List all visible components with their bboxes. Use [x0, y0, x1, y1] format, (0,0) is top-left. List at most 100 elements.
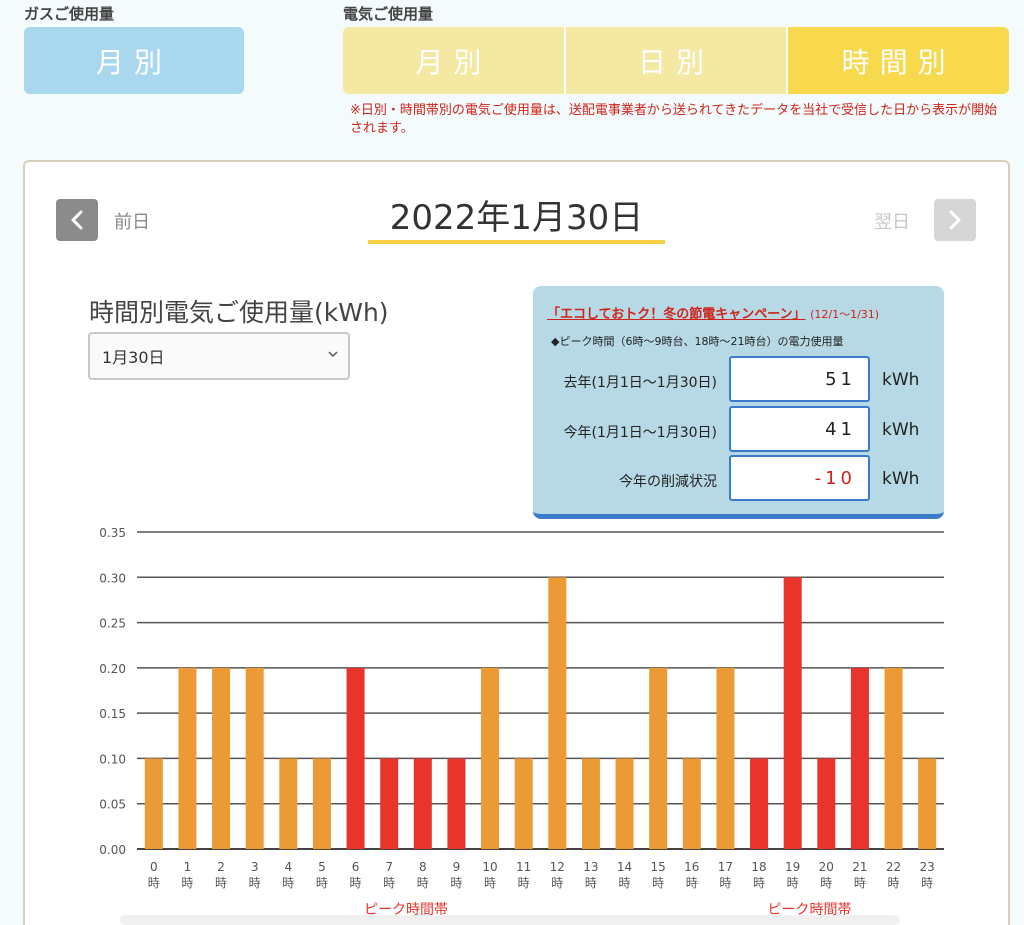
- prev-day-link[interactable]: 前日: [114, 212, 150, 233]
- x-tick-unit: 時: [551, 876, 563, 890]
- x-tick-unit: 時: [753, 876, 765, 890]
- tab-hourly[interactable]: 時間別: [786, 27, 1009, 94]
- bar: [514, 758, 533, 849]
- x-tick-label: 3: [251, 860, 259, 874]
- peak-period-label: ピーク時間帯: [364, 902, 448, 918]
- bar: [716, 667, 735, 849]
- x-tick-label: 20: [819, 860, 834, 874]
- bar: [380, 758, 399, 849]
- x-tick-unit: 時: [215, 876, 227, 890]
- x-tick-label: 17: [718, 860, 733, 874]
- x-tick-label: 11: [516, 860, 531, 874]
- x-tick-unit: 時: [484, 876, 496, 890]
- bar: [447, 758, 466, 849]
- x-tick-unit: 時: [585, 876, 597, 890]
- x-tick-unit: 時: [619, 876, 631, 890]
- this-year-unit: kWh: [882, 420, 920, 440]
- y-tick-label: 0.00: [99, 843, 126, 857]
- x-tick-unit: 時: [181, 876, 193, 890]
- campaign-panel: 「エコしておトク！冬の節電キャンペーン」 (12/1～1/31) ◆ピーク時間（…: [533, 286, 944, 519]
- x-tick-label: 5: [318, 860, 326, 874]
- tab-daily[interactable]: 日別: [563, 27, 787, 94]
- y-tick-label: 0.25: [99, 617, 126, 631]
- card-bottom-edge: [120, 915, 900, 925]
- x-tick-label: 4: [284, 860, 292, 874]
- last-year-unit: kWh: [882, 370, 920, 390]
- bar: [817, 758, 836, 849]
- x-tick-label: 1: [184, 860, 192, 874]
- last-year-value: 51: [729, 356, 870, 402]
- x-tick-label: 13: [583, 860, 598, 874]
- gas-monthly-button[interactable]: 月別: [24, 27, 244, 94]
- bar: [144, 758, 163, 849]
- x-tick-unit: 時: [921, 876, 933, 890]
- x-tick-unit: 時: [719, 876, 731, 890]
- x-tick-label: 19: [785, 860, 800, 874]
- page-title: 2022年1月30日: [389, 198, 644, 238]
- data-notice: ※日別・時間帯別の電気ご使用量は、送配電事業者から送られてきたデータを当社で受信…: [350, 103, 998, 136]
- bar: [918, 758, 937, 849]
- next-day-link[interactable]: 翌日: [874, 212, 910, 233]
- campaign-period: (12/1～1/31): [810, 308, 880, 321]
- next-day-button[interactable]: [934, 199, 976, 241]
- electric-section-label: 電気ご使用量: [343, 5, 434, 23]
- x-tick-unit: 時: [249, 876, 261, 890]
- x-tick-unit: 時: [350, 876, 362, 890]
- x-tick-unit: 時: [652, 876, 664, 890]
- date-select[interactable]: 1月30日: [88, 332, 350, 380]
- bar: [346, 667, 365, 849]
- chevron-left-icon: [71, 210, 83, 230]
- x-tick-label: 14: [617, 860, 632, 874]
- y-tick-label: 0.15: [99, 707, 126, 721]
- x-tick-label: 10: [482, 860, 497, 874]
- bar: [279, 758, 298, 849]
- reduction-unit: kWh: [882, 469, 920, 489]
- bar: [750, 758, 769, 849]
- x-tick-unit: 時: [148, 876, 160, 890]
- y-tick-label: 0.30: [99, 571, 126, 585]
- x-tick-label: 2: [217, 860, 225, 874]
- bar: [884, 667, 903, 849]
- x-tick-label: 16: [684, 860, 699, 874]
- chevron-down-icon: [328, 351, 338, 358]
- x-tick-unit: 時: [854, 876, 866, 890]
- bar: [783, 577, 802, 849]
- x-tick-label: 12: [550, 860, 565, 874]
- date-select-value: 1月30日: [102, 348, 165, 367]
- campaign-title-text[interactable]: 「エコしておトク！冬の節電キャンペーン」: [547, 307, 806, 322]
- bar: [682, 758, 701, 849]
- bar: [312, 758, 331, 849]
- x-tick-unit: 時: [316, 876, 328, 890]
- y-tick-label: 0.35: [99, 526, 126, 540]
- chart-title: 時間別電気ご使用量(kWh): [89, 298, 389, 327]
- title-underline: [368, 240, 665, 244]
- campaign-title[interactable]: 「エコしておトク！冬の節電キャンペーン」 (12/1～1/31): [547, 303, 879, 322]
- x-tick-label: 15: [651, 860, 666, 874]
- x-tick-unit: 時: [518, 876, 530, 890]
- x-tick-label: 22: [886, 860, 901, 874]
- x-tick-label: 21: [852, 860, 867, 874]
- x-tick-unit: 時: [282, 876, 294, 890]
- y-tick-label: 0.05: [99, 798, 126, 812]
- x-tick-unit: 時: [888, 876, 900, 890]
- this-year-label: 今年(1月1日～1月30日): [563, 425, 717, 441]
- x-tick-label: 7: [385, 860, 393, 874]
- reduction-value: -10: [729, 455, 870, 501]
- y-tick-label: 0.20: [99, 662, 126, 676]
- prev-day-button[interactable]: [56, 199, 98, 241]
- tab-monthly[interactable]: 月別: [343, 27, 564, 94]
- x-tick-unit: 時: [383, 876, 395, 890]
- x-tick-unit: 時: [820, 876, 832, 890]
- bar: [481, 667, 500, 849]
- bar: [212, 667, 231, 849]
- bar: [649, 667, 668, 849]
- electric-tabs: 月別 日別 時間別: [343, 27, 1009, 94]
- x-tick-unit: 時: [417, 876, 429, 890]
- bar: [245, 667, 264, 849]
- bar: [178, 667, 197, 849]
- x-tick-unit: 時: [787, 876, 799, 890]
- peak-period-label: ピーク時間帯: [768, 902, 852, 918]
- x-tick-label: 9: [453, 860, 461, 874]
- x-tick-unit: 時: [686, 876, 698, 890]
